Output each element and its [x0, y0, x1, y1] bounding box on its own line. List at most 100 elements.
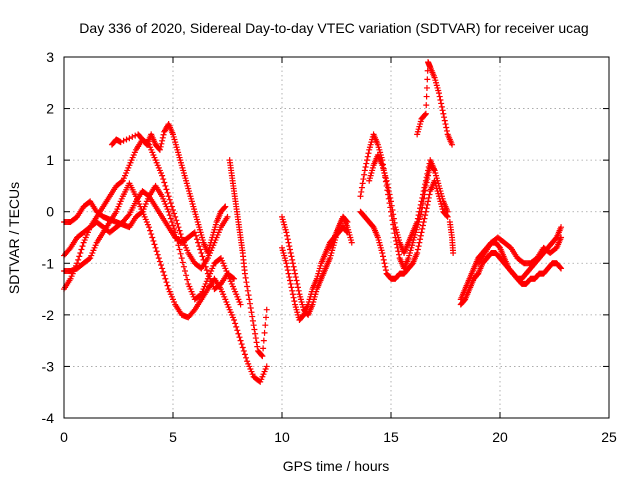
- data-point: [75, 256, 82, 263]
- data-point: [286, 243, 293, 250]
- data-point: [385, 184, 392, 191]
- data-point: [156, 146, 163, 153]
- data-point: [157, 143, 164, 150]
- data-point: [284, 267, 291, 274]
- data-point: [262, 322, 269, 329]
- x-tick-label: 15: [383, 429, 399, 445]
- data-point: [422, 181, 429, 188]
- data-point: [418, 229, 425, 236]
- y-tick-label: 1: [46, 152, 54, 168]
- data-point: [449, 141, 456, 148]
- y-tick-label: 3: [46, 49, 54, 65]
- data-point: [422, 208, 429, 215]
- data-point: [158, 140, 165, 147]
- data-point: [155, 255, 162, 262]
- data-point: [416, 239, 423, 246]
- data-point: [415, 243, 422, 250]
- data-point: [440, 110, 447, 117]
- axis-ticks: [63, 56, 610, 419]
- data-point: [245, 292, 252, 299]
- data-point: [172, 213, 179, 220]
- y-tick-label: -1: [42, 255, 55, 271]
- data-point: [123, 136, 130, 143]
- series-sat-track-6: [226, 157, 270, 360]
- data-point: [382, 263, 389, 270]
- data-point: [246, 296, 253, 303]
- data-point: [163, 279, 170, 286]
- data-point: [417, 236, 424, 243]
- data-point: [79, 243, 86, 250]
- data-point: [284, 232, 291, 239]
- data-point: [235, 330, 242, 337]
- data-point: [259, 353, 266, 360]
- data-point: [176, 246, 183, 253]
- data-point: [361, 167, 368, 174]
- data-point: [388, 198, 394, 205]
- data-point: [167, 200, 174, 207]
- data-point: [450, 249, 457, 256]
- data-point: [291, 298, 298, 305]
- data-point: [161, 179, 168, 186]
- data-point: [263, 306, 270, 313]
- data-point: [441, 114, 448, 121]
- data-point: [175, 242, 182, 249]
- data-point: [416, 208, 423, 215]
- data-point: [117, 139, 124, 146]
- data-point: [423, 174, 430, 181]
- data-point: [164, 282, 171, 289]
- data-point: [423, 93, 430, 100]
- data-point: [292, 270, 299, 277]
- data-point: [196, 243, 203, 250]
- x-axis-label: GPS time / hours: [283, 458, 390, 474]
- data-point: [381, 260, 388, 267]
- data-point: [180, 263, 187, 270]
- data-point: [361, 171, 368, 178]
- data-point: [362, 164, 369, 171]
- data-point: [192, 232, 199, 239]
- data-point: [237, 337, 244, 344]
- data-point: [293, 277, 300, 284]
- data-point: [263, 314, 270, 321]
- data-point: [129, 133, 136, 140]
- data-point: [244, 287, 251, 294]
- data-point: [249, 317, 256, 324]
- data-point: [195, 239, 202, 246]
- data-point: [240, 347, 247, 354]
- data-point: [171, 210, 178, 217]
- data-point: [439, 107, 446, 114]
- data-point: [184, 276, 191, 283]
- data-point: [159, 172, 166, 179]
- data-point: [236, 334, 243, 341]
- data-point: [421, 215, 428, 222]
- data-point: [177, 231, 184, 238]
- data-point: [290, 263, 297, 270]
- data-point: [178, 255, 185, 262]
- data-point: [175, 224, 182, 231]
- data-point: [170, 222, 176, 229]
- data-point: [424, 170, 431, 177]
- data-point: [283, 229, 290, 236]
- data-point: [164, 189, 171, 196]
- data-point: [224, 213, 231, 220]
- data-point: [557, 264, 564, 271]
- series-sat-track-16: [446, 219, 457, 256]
- data-point: [291, 267, 298, 274]
- data-point: [359, 180, 366, 187]
- data-point: [174, 220, 181, 227]
- data-point: [391, 219, 398, 226]
- data-point: [286, 274, 293, 281]
- data-point: [149, 234, 156, 241]
- data-point: [389, 206, 396, 213]
- y-tick-label: 2: [46, 101, 54, 117]
- data-point: [233, 323, 240, 330]
- data-point: [443, 124, 450, 131]
- data-point: [285, 270, 292, 277]
- data-point: [197, 246, 204, 253]
- data-point: [163, 186, 170, 193]
- data-point: [249, 313, 256, 320]
- x-tick-label: 0: [60, 429, 68, 445]
- data-point: [438, 100, 445, 107]
- data-point: [284, 263, 291, 270]
- data-point: [363, 160, 370, 167]
- data-point: [179, 259, 186, 266]
